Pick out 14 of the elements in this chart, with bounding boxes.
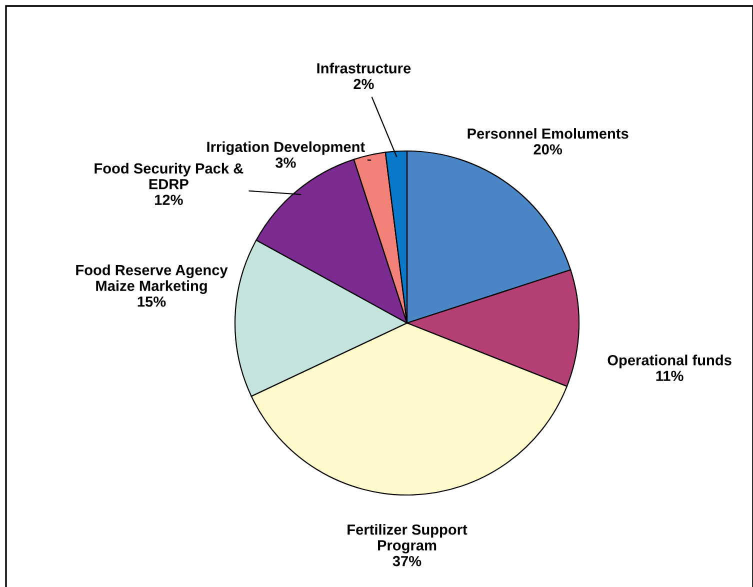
slice-label: Operational funds [608,354,732,368]
slice-label: Food Reserve Agency Maize Marketing [76,264,228,294]
slice-label: Irrigation Development [207,141,365,155]
slice-label: Personnel Emoluments [468,128,628,139]
data-label: 2% [354,78,374,90]
data-label: 3% [275,157,296,168]
data-label: 11% [656,370,684,382]
slice-label: Fertilizer Support Program [348,524,468,554]
data-label: 20% [534,144,562,155]
slice-label: Infrastructure [317,62,411,74]
data-label: 15% [138,296,166,307]
slice-label: Food Security Pack & EDRP [94,162,244,190]
data-label: 12% [154,194,183,205]
data-label: 37% [392,556,422,566]
